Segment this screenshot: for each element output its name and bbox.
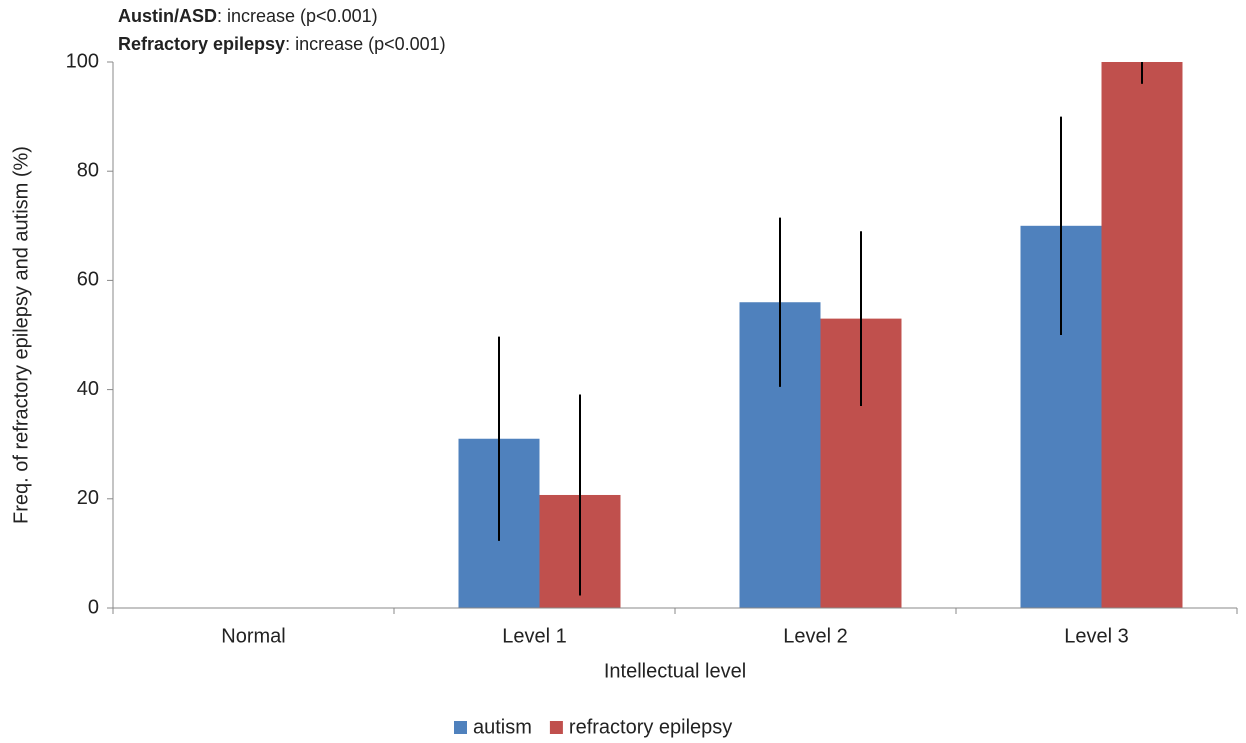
annotation: Austin/ASD: increase (p<0.001) xyxy=(118,6,378,26)
annotation-bold: Austin/ASD xyxy=(118,6,217,26)
legend-swatch xyxy=(454,721,467,734)
x-tick-label: Level 3 xyxy=(1064,625,1129,647)
y-axis-label: Freq. of refractory epilepsy and autism … xyxy=(10,146,32,524)
legend-label: refractory epilepsy xyxy=(569,716,732,738)
bar xyxy=(1101,62,1183,608)
y-tick-label: 40 xyxy=(77,378,99,400)
y-tick-label: 20 xyxy=(77,487,99,509)
x-axis-label: Intellectual level xyxy=(604,660,746,682)
x-tick-label: Level 1 xyxy=(502,625,567,647)
annotation-text: : increase (p<0.001) xyxy=(217,6,378,26)
legend-swatch xyxy=(549,721,563,734)
y-tick-label: 0 xyxy=(88,596,99,618)
annotation-bold: Refractory epilepsy xyxy=(118,34,285,54)
annotation-text: : increase (p<0.001) xyxy=(285,34,446,54)
annotation: Refractory epilepsy: increase (p<0.001) xyxy=(118,34,446,54)
x-tick-label: Level 2 xyxy=(783,625,848,647)
y-tick-label: 100 xyxy=(66,50,99,72)
y-tick-label: 60 xyxy=(77,269,99,291)
y-tick-label: 80 xyxy=(77,159,99,181)
legend-label: autism xyxy=(473,716,532,738)
x-tick-label: Normal xyxy=(221,625,285,647)
